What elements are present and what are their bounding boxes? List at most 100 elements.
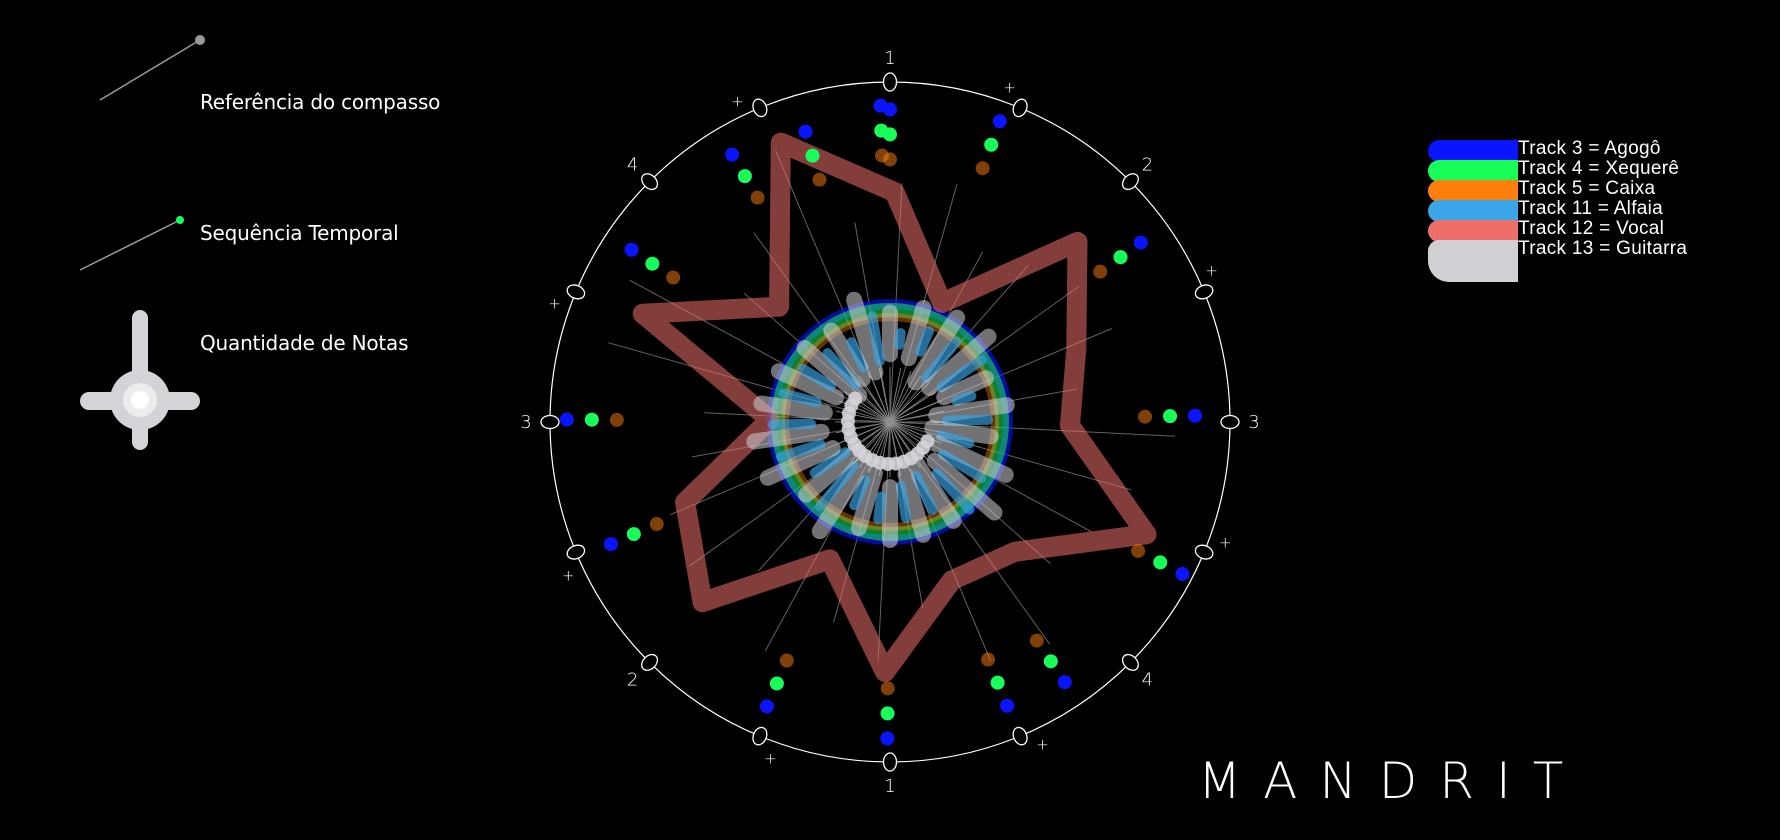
agogo-dot [759,699,774,714]
beat-label: + [1205,261,1218,279]
agogo-dot [624,242,639,257]
alfaia-stroke [938,449,987,483]
xequere-dot [1043,654,1058,669]
beat-label: 1 [884,776,895,797]
guitarra-stroke [907,309,966,391]
caixa-dot [975,161,990,176]
beat-marker [1220,414,1240,430]
caixa-dot [1029,633,1044,648]
beat-marker [882,72,898,92]
agogo-dot [798,124,813,139]
brand-logo-text: MANDRIT [1198,752,1586,810]
caixa-dot [880,681,895,696]
reference-line-icon [99,39,201,101]
alfaia-stroke [911,470,938,515]
beat-label: 4 [627,155,638,176]
beat-label: + [764,749,777,767]
track-12-label: Track 12 = Vocal [1518,218,1665,239]
caixa-dot [649,517,664,532]
beat-label: + [548,294,561,312]
caixa-dot [1093,264,1108,279]
beat-marker [1194,284,1214,300]
xequere-dot [990,675,1005,690]
guitarra-stroke [924,420,999,445]
note-quantity-icon [80,310,200,450]
alfaia-stroke [846,337,869,373]
agogo-dot [880,731,895,746]
guitarra-dot [848,391,863,406]
reference-dot-icon [195,35,205,45]
alfaia-stroke [931,468,975,515]
beat-marker [641,173,659,191]
guitarra-stroke [823,322,871,388]
beat-label: 3 [520,412,531,433]
alfaia-stroke [815,460,859,512]
alfaia-stroke [935,430,975,449]
xequere-dot [769,676,784,691]
track-5-label: Track 5 = Caixa [1518,178,1656,199]
beat-label: 4 [1142,669,1153,690]
xequere-dot [584,412,599,427]
xequere-dot [880,706,895,721]
beat-label: + [731,92,744,110]
guitarra-stroke [798,442,865,503]
alfaia-stroke [873,491,887,525]
beat-marker [566,544,586,560]
track-13-label: Track 13 = Guitarra [1518,238,1688,259]
caixa-dot [750,190,765,205]
agogo-dot [873,98,888,113]
beat-label: 1 [884,48,895,69]
caixa-dot [981,652,996,667]
track-4-label: Track 4 = Xequerê [1518,158,1680,179]
agogo-dot [1000,698,1015,713]
agogo-dot [1057,675,1072,690]
alfaia-stroke [921,336,962,384]
beat-marker [752,98,768,118]
guitarra-stroke [753,395,833,421]
agogo-dot [1133,235,1148,250]
alfaia-stroke [951,391,977,406]
caixa-dot [1131,543,1146,558]
caixa-dot [812,172,827,187]
beat-marker [752,726,768,746]
beat-marker [540,414,560,430]
caixa-dot [1138,409,1153,424]
caixa-dot [666,270,681,285]
guitarra-stroke [936,370,994,406]
agogo-dot [725,147,740,162]
guitarra-stroke [908,455,962,529]
agogo-dot [1188,408,1203,423]
alfaia-stroke [895,480,912,524]
track-13-swatch [1428,240,1518,282]
agogo-dot [992,114,1007,129]
beat-marker [1121,653,1139,671]
xequere-dot [645,256,660,271]
xequere-dot [626,527,641,542]
beat-marker [566,284,586,300]
caixa-dot [609,412,624,427]
guitarra-stroke [928,397,1015,424]
track-5-swatch [1428,180,1518,202]
beat-label: + [562,567,575,585]
xequere-dot [805,148,820,163]
alfaia-stroke [797,363,836,391]
agogo-dot [559,412,574,427]
reference-label: Referência do compasso [200,90,441,114]
reference-line [608,342,891,423]
beat-label: 2 [627,669,638,690]
track-11-label: Track 11 = Alfaia [1518,198,1664,219]
alfaia-stroke [936,355,987,393]
guitarra-stroke [759,440,841,486]
notes-label: Quantidade de Notas [200,331,409,355]
guitarra-stroke [746,423,830,450]
beat-marker [1194,544,1214,560]
track-4-swatch [1428,160,1518,182]
alfaia-stroke [894,328,906,350]
agogo-dot [603,537,618,552]
alfaia-stroke [778,388,822,408]
beat-marker [1012,726,1028,746]
sequence-dot-icon [176,216,184,224]
alfaia-stroke [941,414,993,426]
